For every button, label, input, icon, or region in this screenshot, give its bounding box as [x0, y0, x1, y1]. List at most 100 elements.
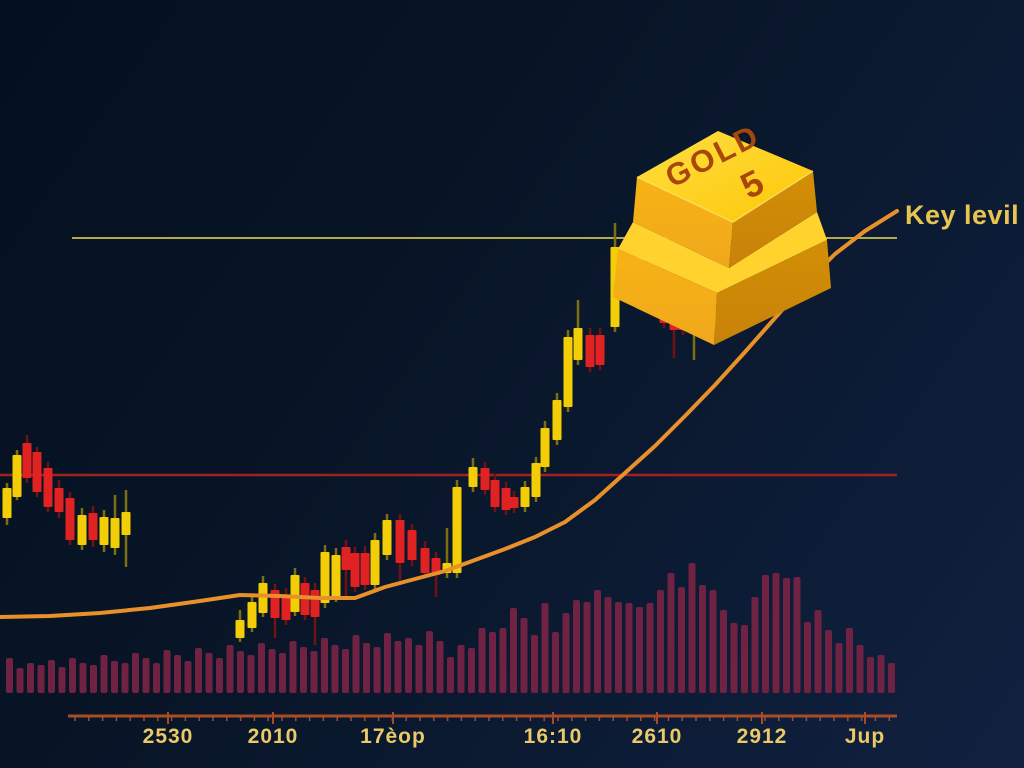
- volume-bar: [846, 628, 853, 693]
- volume-bar: [636, 607, 643, 693]
- volume-bar: [447, 657, 454, 693]
- volume-bar: [342, 649, 349, 693]
- volume-bar: [48, 660, 55, 693]
- volume-bar: [415, 645, 423, 693]
- x-axis: [68, 712, 897, 724]
- volume-bar: [279, 653, 286, 693]
- volume-bar: [69, 658, 76, 693]
- volume-bar: [184, 661, 192, 693]
- volume-bar: [594, 590, 601, 693]
- bearish-candle: [54, 488, 64, 512]
- candle-wick: [445, 528, 449, 578]
- volume-bar: [58, 667, 66, 693]
- volume-bar: [646, 603, 654, 693]
- volume-bar: [100, 655, 108, 693]
- gold-bar-lower-top-face: [618, 212, 827, 293]
- bullish-candle: [468, 467, 478, 487]
- volume-bar: [814, 610, 822, 693]
- volume-bar: [835, 643, 843, 693]
- gold-bar-upper-right-face: [729, 171, 817, 268]
- volume-bar: [205, 653, 213, 693]
- volume-bar: [27, 663, 34, 693]
- volume-bar: [499, 628, 507, 693]
- volume-bar: [247, 655, 255, 693]
- bearish-candle: [509, 497, 519, 508]
- moving-average-line: [0, 209, 899, 619]
- volume-bar: [153, 663, 160, 693]
- volume-bar: [226, 645, 234, 693]
- bearish-candle: [407, 530, 417, 560]
- bullish-candle: [452, 487, 462, 573]
- volume-bar: [583, 602, 591, 693]
- bullish-candle: [235, 620, 245, 638]
- volume-bar: [478, 628, 486, 693]
- volume-bar: [132, 653, 139, 693]
- volume-bar: [520, 618, 528, 693]
- volume-bar: [394, 641, 402, 693]
- volume-bar: [562, 613, 570, 693]
- volume-bar: [331, 645, 339, 693]
- volume-bar: [741, 625, 748, 693]
- volume-bar: [793, 577, 801, 693]
- bearish-candle: [360, 553, 370, 585]
- bullish-candle: [370, 540, 380, 585]
- bearish-candle: [22, 443, 32, 478]
- volume-bar: [237, 651, 244, 693]
- bullish-candle: [77, 515, 87, 545]
- bullish-candle: [520, 487, 530, 507]
- volume-bar: [867, 657, 874, 693]
- bearish-candle: [341, 547, 351, 570]
- x-axis-label: 2610: [631, 725, 683, 748]
- x-axis-label: 16:10: [523, 725, 583, 748]
- bearish-candle: [480, 468, 490, 490]
- bearish-candle: [350, 553, 360, 587]
- bearish-candle: [32, 452, 42, 492]
- volume-bar: [678, 587, 685, 693]
- bearish-candle: [501, 488, 511, 510]
- volume-bar: [300, 647, 307, 693]
- bullish-candle: [290, 575, 300, 612]
- bullish-candle: [552, 400, 562, 440]
- x-axis-label: Jup: [844, 725, 886, 748]
- volume-bar: [531, 635, 538, 693]
- volume-bar: [510, 608, 517, 693]
- volume-bar: [709, 590, 717, 693]
- bearish-candle: [595, 335, 605, 365]
- volume-bar: [289, 641, 297, 693]
- volume-bar: [573, 600, 580, 693]
- bearish-candle: [585, 335, 595, 367]
- bullish-candle: [573, 328, 583, 360]
- volume-bar: [457, 645, 465, 693]
- volume-bar: [783, 578, 790, 693]
- volume-bar: [436, 641, 444, 693]
- volume-bar: [405, 638, 412, 693]
- volume-bar: [772, 573, 780, 693]
- bullish-candle: [540, 428, 550, 467]
- volume-bar: [6, 658, 13, 693]
- volume-bar: [804, 622, 811, 693]
- volume-bar: [730, 623, 738, 693]
- volume-bar: [142, 658, 150, 693]
- volume-bar: [111, 661, 118, 693]
- volume-bar: [90, 665, 97, 693]
- bearish-candle: [490, 480, 500, 507]
- volume-bar: [720, 610, 727, 693]
- gold-bar-lower-right-face: [714, 240, 831, 345]
- gold-bar-upper-top-face: [637, 131, 813, 222]
- volume-bar: [625, 603, 633, 693]
- bullish-candle: [320, 552, 330, 603]
- candlesticks: [2, 223, 719, 645]
- bearish-candle: [395, 520, 405, 563]
- bullish-candle: [247, 602, 257, 628]
- volume-bar: [699, 585, 706, 693]
- bullish-candle: [110, 518, 120, 548]
- bullish-candle: [382, 520, 392, 555]
- bullish-candle: [258, 583, 268, 613]
- volume-bar: [163, 650, 171, 693]
- volume-bar: [121, 663, 129, 693]
- gold-bar-lower-left-face: [613, 249, 717, 345]
- volume-bar: [877, 655, 885, 693]
- bullish-candle: [2, 488, 12, 518]
